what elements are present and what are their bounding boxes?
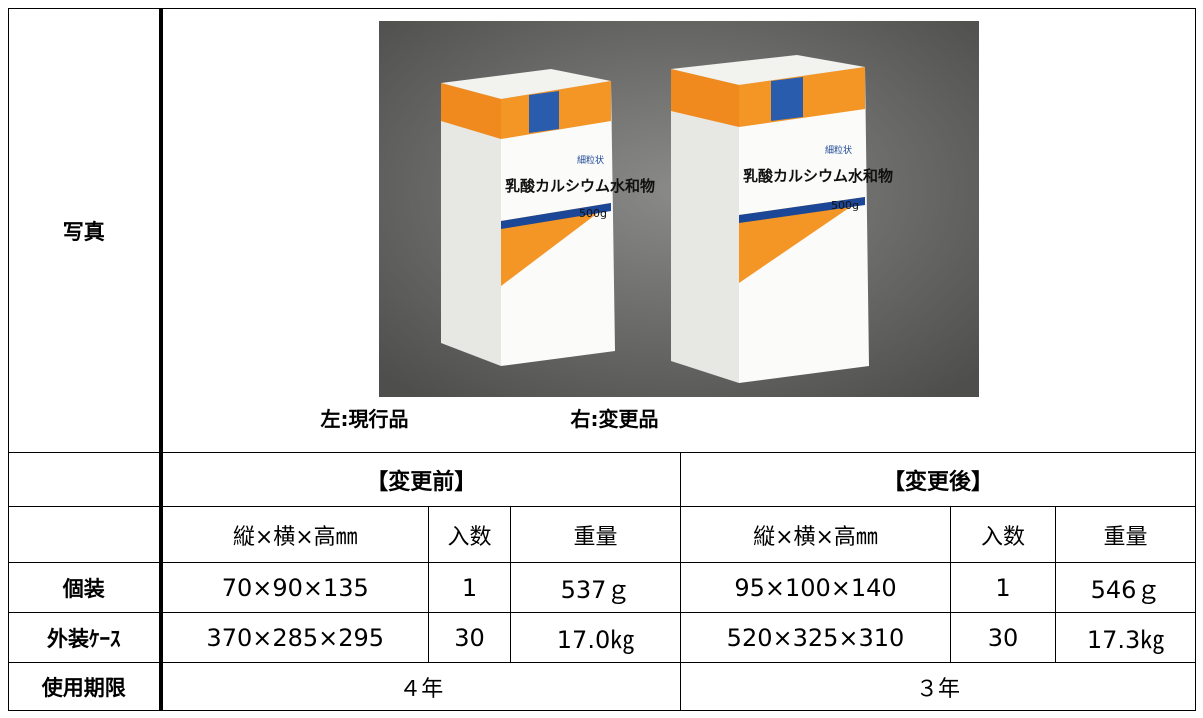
subheader: 入数 (950, 506, 1056, 563)
cell: 95×100×140 (680, 562, 951, 613)
cell: 17.0㎏ (510, 612, 681, 663)
data-row: 外装ｹｰｽ 370×285×295 30 17.0㎏ 520×325×310 3… (8, 612, 1197, 663)
group-header: 【変更後】 (679, 452, 1197, 507)
group-row: 【変更前】 【変更後】 (8, 452, 1197, 507)
group-header: 【変更前】 (160, 452, 681, 507)
cell: 17.3㎏ (1054, 612, 1197, 663)
caption-left: 左:現行品 (320, 407, 409, 431)
cell: 30 (428, 612, 511, 663)
net-weight: 500g (579, 207, 607, 220)
product-photo: 乳酸カルシウム水和物 500g 細粒状 乳酸カルシウム水和物 500g 細粒状 (378, 21, 979, 397)
captions: 左:現行品 右:変更品 (163, 401, 1196, 431)
photo-cell: 乳酸カルシウム水和物 500g 細粒状 乳酸カルシウム水和物 500g 細粒状 … (159, 8, 1197, 453)
cell: 546ｇ (1054, 562, 1197, 613)
row-label: 個装 (8, 562, 163, 613)
cell: ３年 (679, 662, 1197, 711)
subheader: 縦×横×高㎜ (160, 506, 429, 563)
photo-row: 写真 乳酸カルシウム水和物 500g 細粒状 (8, 8, 1197, 453)
cell: 70×90×135 (160, 562, 429, 613)
empty-cell (8, 506, 163, 563)
expiry-row: 使用期限 ４年 ３年 (8, 662, 1197, 711)
net-weight: 500g (831, 199, 859, 212)
spec-table: 写真 乳酸カルシウム水和物 500g 細粒状 (8, 8, 1197, 711)
subheader: 重量 (1054, 506, 1197, 563)
cell: 30 (950, 612, 1056, 663)
subheader: 入数 (428, 506, 511, 563)
row-label: 外装ｹｰｽ (8, 612, 163, 663)
cell: 1 (950, 562, 1056, 613)
row-label: 使用期限 (8, 662, 163, 711)
data-row: 個装 70×90×135 1 537ｇ 95×100×140 1 546ｇ (8, 562, 1197, 613)
product-name: 乳酸カルシウム水和物 (505, 177, 655, 195)
caption-right: 右:変更品 (570, 407, 659, 431)
form: 細粒状 (825, 144, 852, 156)
product-name: 乳酸カルシウム水和物 (743, 167, 893, 185)
cell: 520×325×310 (680, 612, 951, 663)
cell: ４年 (160, 662, 681, 711)
empty-cell (8, 452, 163, 507)
subheader: 縦×横×高㎜ (680, 506, 951, 563)
cell: 537ｇ (510, 562, 681, 613)
subheader-row: 縦×横×高㎜ 入数 重量 縦×横×高㎜ 入数 重量 (8, 506, 1197, 563)
subheader: 重量 (510, 506, 681, 563)
row-label: 写真 (8, 8, 163, 453)
cell: 370×285×295 (160, 612, 429, 663)
form: 細粒状 (577, 154, 604, 166)
cell: 1 (428, 562, 511, 613)
